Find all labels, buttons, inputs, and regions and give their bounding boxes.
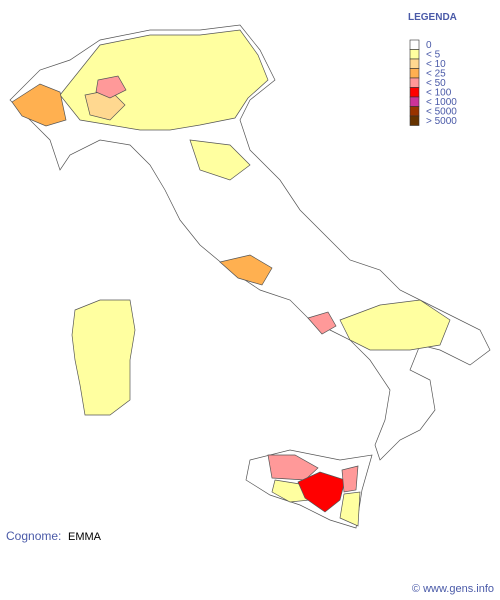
legend-title: LEGENDA	[408, 12, 457, 23]
legend-swatch	[409, 39, 420, 50]
legend-label: 0	[426, 40, 432, 51]
surname-label: Cognome:	[6, 529, 61, 543]
como-area	[95, 75, 127, 99]
siracusa-area	[339, 491, 361, 527]
italy-map	[9, 24, 491, 529]
legend-swatch	[409, 77, 420, 88]
legend-swatch	[409, 87, 420, 98]
sardinia	[71, 299, 136, 416]
south-area	[339, 299, 451, 351]
legend-swatch	[409, 49, 420, 60]
piedmont-area	[11, 83, 67, 127]
footer: © www.gens.info	[412, 583, 494, 595]
legend-swatch	[409, 96, 420, 107]
center-area	[189, 139, 251, 181]
legend-label: < 100	[426, 88, 452, 99]
mainland	[9, 24, 491, 461]
legend-label: < 50	[426, 78, 446, 89]
legend-swatch	[409, 115, 420, 126]
legend-swatch	[409, 106, 420, 117]
legend-label: < 10	[426, 59, 446, 70]
surname-value: EMMA	[68, 531, 102, 543]
palermo-area	[267, 454, 319, 481]
legend-swatch	[409, 68, 420, 79]
legend-label: > 5000	[426, 116, 457, 127]
lazio-area	[219, 254, 273, 286]
legend-label: < 1000	[426, 97, 457, 108]
caltanissetta-area	[297, 471, 346, 513]
legend-swatch	[409, 58, 420, 69]
legend-label: < 5	[426, 50, 441, 61]
legend: 0< 5< 10< 25< 50< 100< 1000< 5000> 5000	[409, 39, 457, 127]
naples-area	[307, 311, 337, 335]
legend-label: < 25	[426, 69, 446, 80]
catania-area	[341, 465, 359, 493]
legend-label: < 5000	[426, 107, 457, 118]
